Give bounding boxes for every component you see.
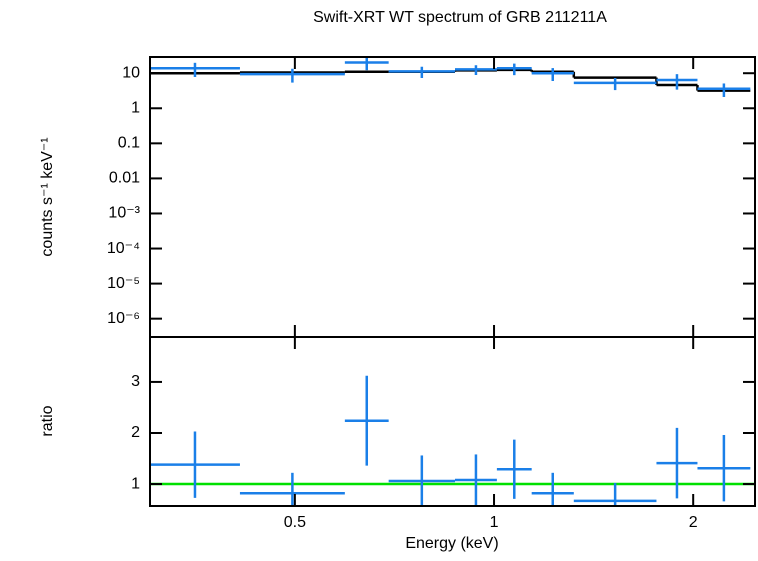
y-tick-label: 0.1 [118,135,140,152]
y-axis-label: ratio [39,405,56,436]
x-tick-label: 0.5 [284,514,306,531]
y-tick-label: 1 [131,99,140,116]
panel-frame [149,336,756,507]
plot-area [150,375,755,506]
y-tick-label: 0.01 [109,170,140,187]
y-tick-label: 10⁻³ [108,205,140,222]
y-tick-label: 10 [122,64,140,81]
x-axis-label: Energy (keV) [405,535,498,552]
panel-frame [149,56,756,338]
x-tick-label: 2 [689,514,698,531]
y-tick-label: 10⁻⁶ [107,310,140,327]
y-tick-label: 10⁻⁴ [107,240,140,257]
chart-title: Swift-XRT WT spectrum of GRB 211211A [313,9,607,26]
plot-area [150,57,751,97]
x-tick-label: 1 [490,514,499,531]
y-axis-label: counts s⁻¹ keV⁻¹ [39,137,56,256]
y-tick-label: 10⁻⁵ [107,275,140,292]
y-tick-label: 3 [131,373,140,390]
y-tick-label: 1 [131,475,140,492]
y-tick-label: 2 [131,424,140,441]
